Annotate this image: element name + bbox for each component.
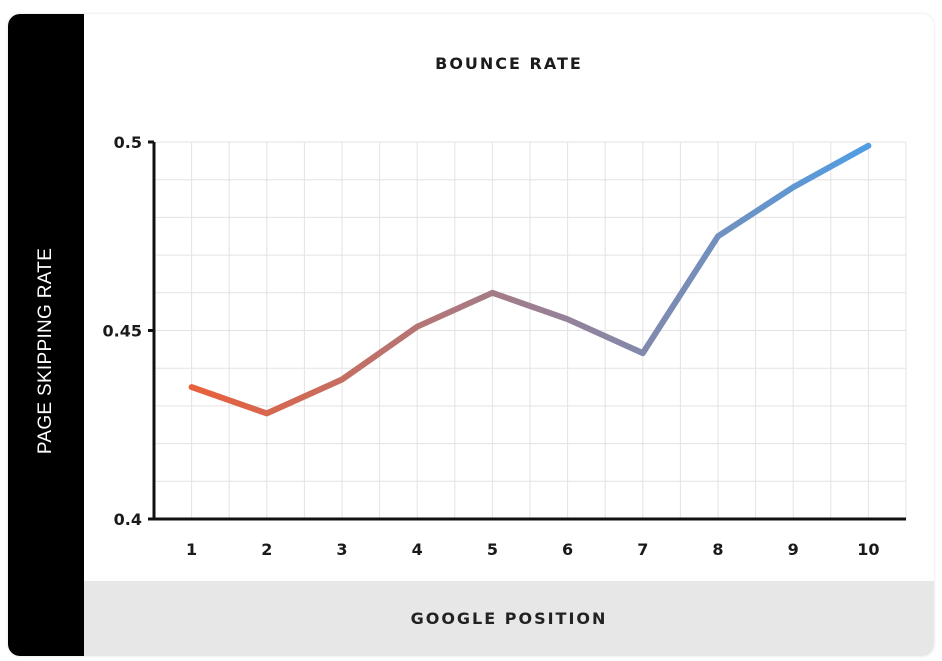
grid-lines [153,141,907,520]
x-axis-label-bar: GOOGLE POSITION [84,581,934,656]
x-tick-label: 2 [261,540,272,559]
x-tick-label: 1 [186,540,197,559]
y-tick-label: 0.45 [103,322,142,341]
x-axis-label: GOOGLE POSITION [410,609,608,628]
x-tick-label: 8 [712,540,723,559]
chart-card: PAGE SKIPPING RATE BOUNCE RATE GOOGLE PO… [8,14,934,656]
x-tick-label: 7 [637,540,648,559]
x-tick-label: 3 [336,540,347,559]
y-tick-label: 0.5 [114,133,142,152]
y-tick-label: 0.4 [114,510,142,529]
chart-title: BOUNCE RATE [435,54,583,73]
x-tick-label: 6 [562,540,573,559]
x-tick-labels: 1 2 3 4 5 6 7 8 9 10 [186,540,880,559]
y-axis-label-bar: PAGE SKIPPING RATE [8,14,84,656]
y-tick-labels: 0.4 0.45 0.5 [103,133,154,529]
x-tick-label: 10 [857,540,879,559]
x-tick-label: 9 [788,540,799,559]
series-line [188,142,872,417]
x-tick-label: 4 [412,540,423,559]
x-tick-label: 5 [487,540,498,559]
line-chart: 0.4 0.45 0.5 1 2 3 4 5 6 7 8 9 10 [103,133,907,559]
